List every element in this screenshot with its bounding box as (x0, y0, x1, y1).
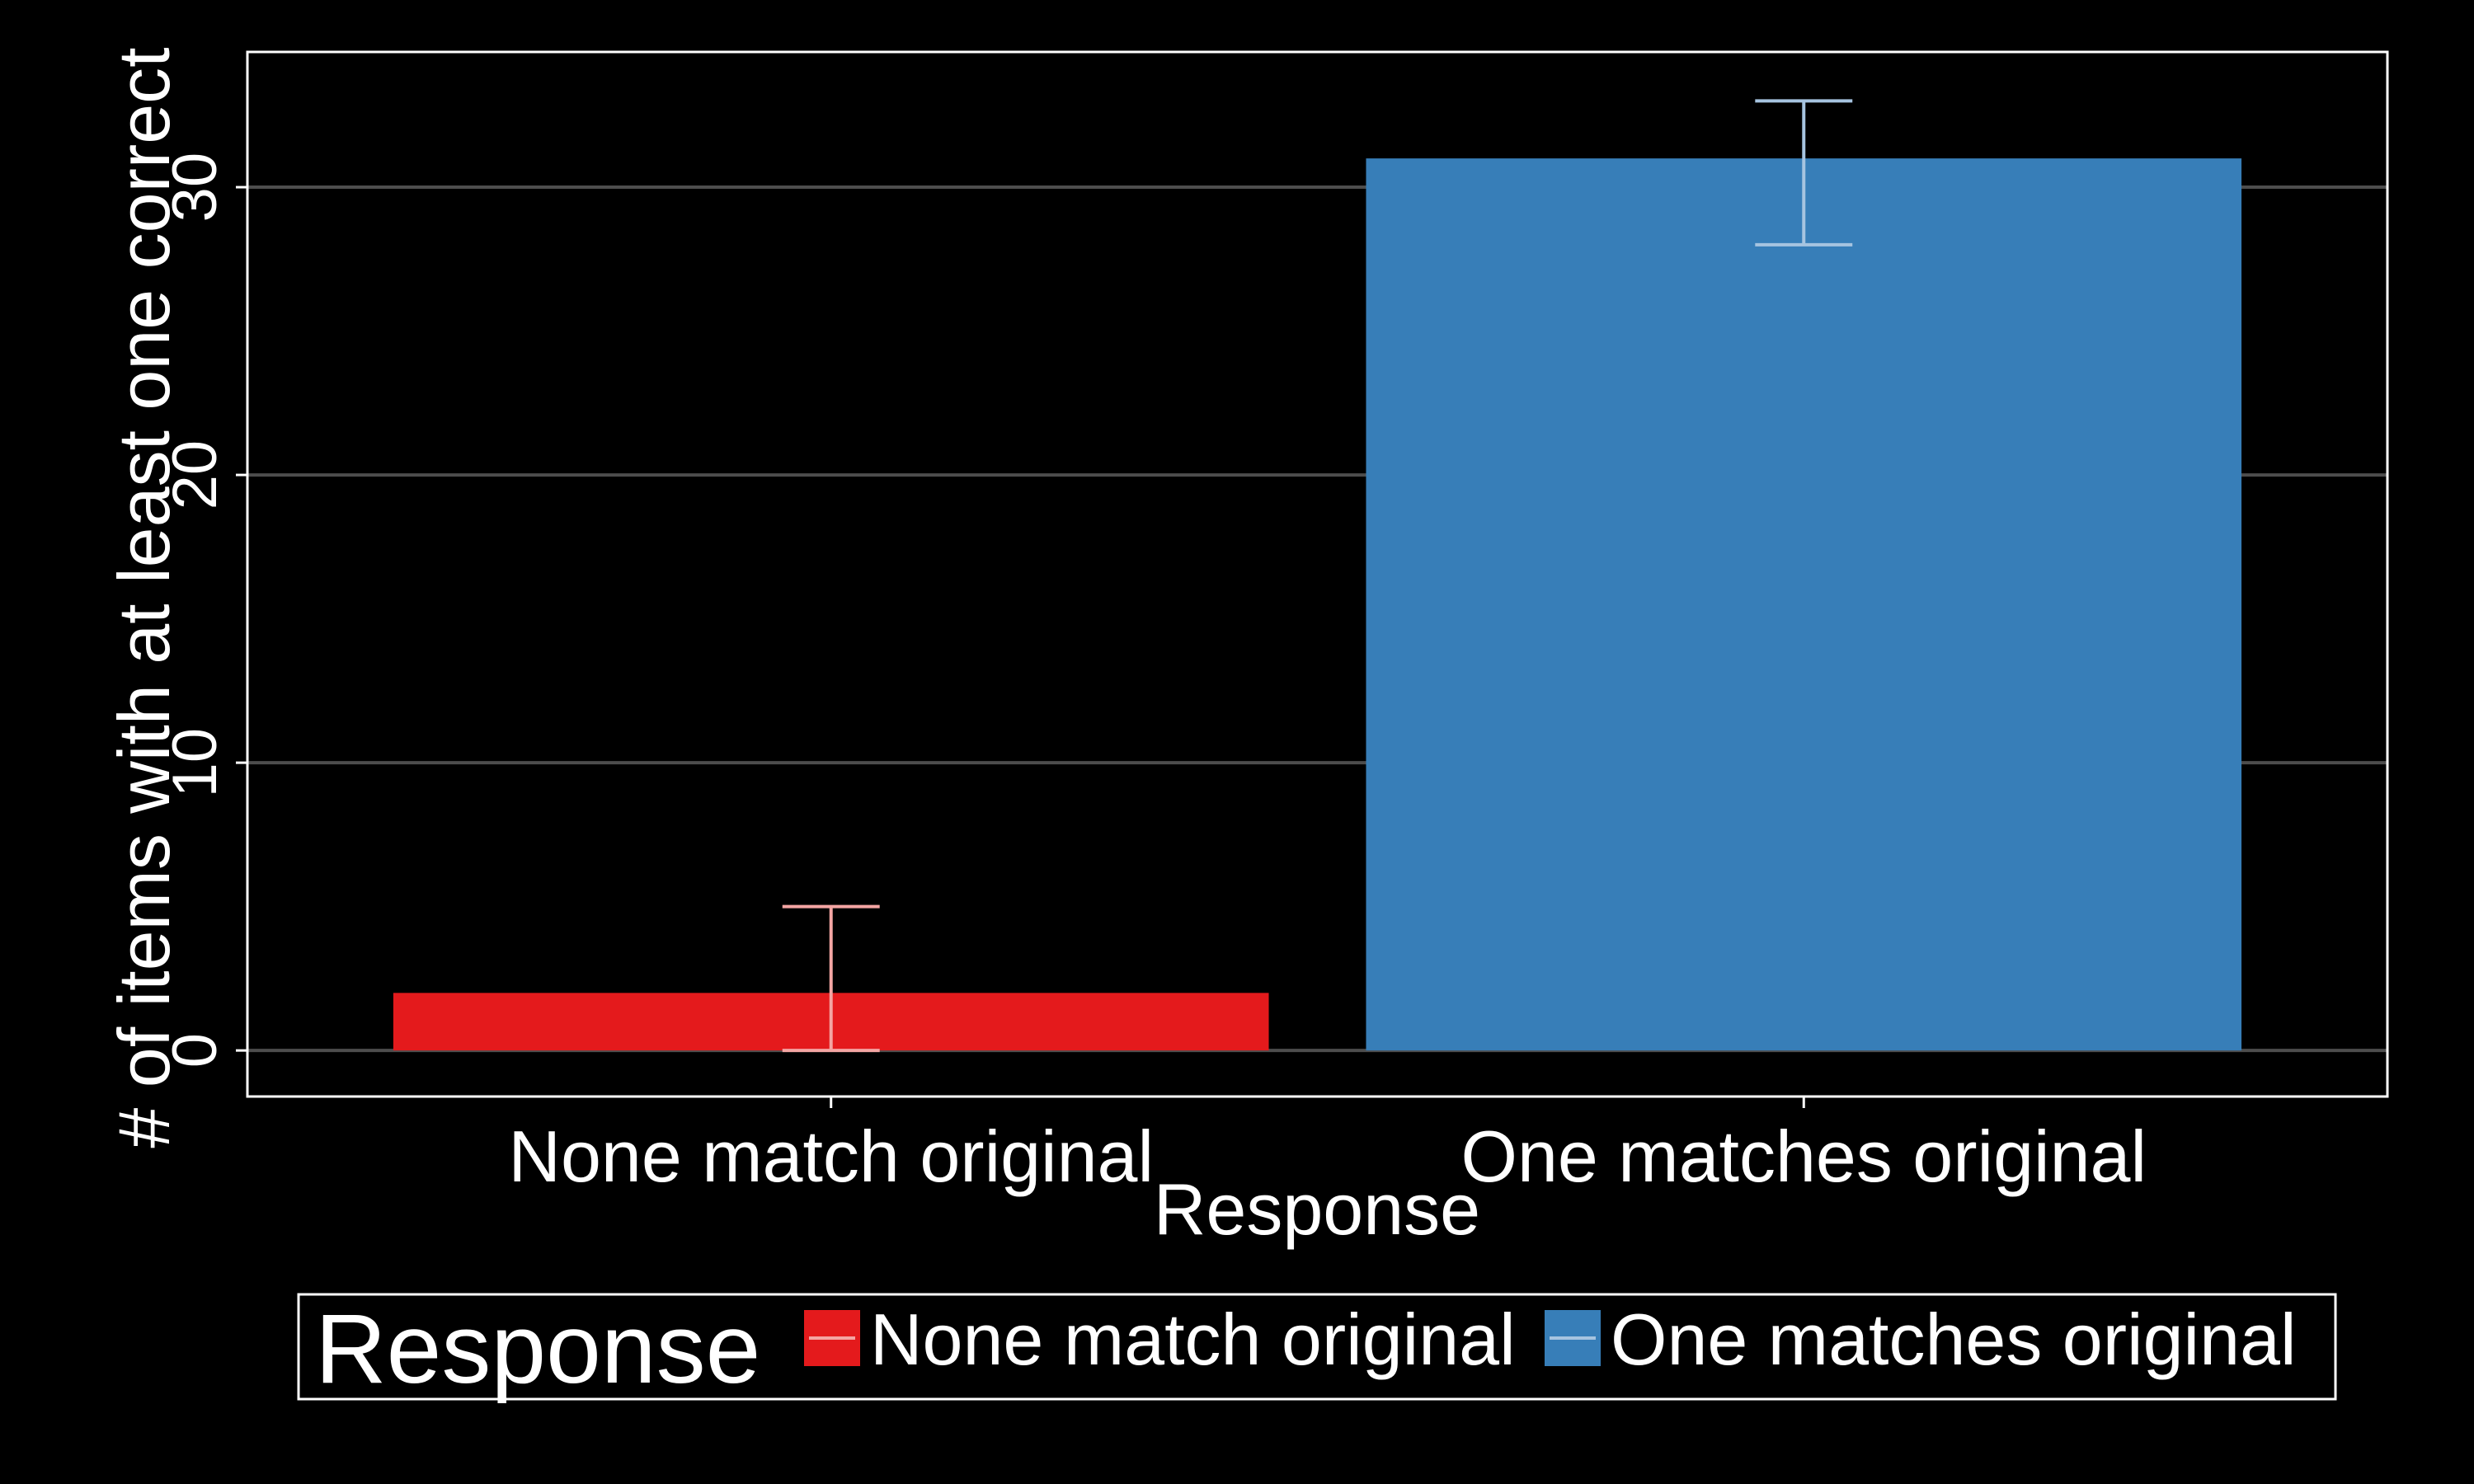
y-axis-ticks: 0 10 20 30 (160, 153, 247, 1068)
bar (1366, 158, 2242, 1051)
error-bars (782, 99, 1853, 1053)
legend-title: Response (315, 1294, 760, 1404)
x-axis-ticks: None match original One matches original (508, 1097, 2147, 1197)
y-tick-label: 10 (160, 728, 230, 798)
legend-box (297, 1293, 2337, 1401)
plot-panel-border (246, 50, 2389, 1098)
x-tick-label: None match original (508, 1115, 1154, 1197)
legend-entries: None match original One matches original (804, 1298, 2297, 1380)
legend-entry: One matches original (1545, 1298, 2297, 1380)
bars (393, 158, 2242, 1051)
legend-label: None match original (870, 1298, 1516, 1380)
legend-entry: None match original (804, 1298, 1516, 1380)
error-bar (782, 904, 880, 1053)
y-tick-label: 0 (160, 1033, 230, 1068)
legend: Response None match original One matches … (297, 1293, 2337, 1404)
x-axis-title: Response (1154, 1168, 1480, 1250)
error-bar (1755, 99, 1853, 247)
y-tick-label: 20 (160, 440, 230, 510)
y-tick-label: 30 (160, 153, 230, 223)
y-axis-title: # of items with at least one correct (103, 47, 185, 1148)
x-tick-label: One matches original (1461, 1115, 2147, 1197)
legend-label: One matches original (1611, 1298, 2297, 1380)
